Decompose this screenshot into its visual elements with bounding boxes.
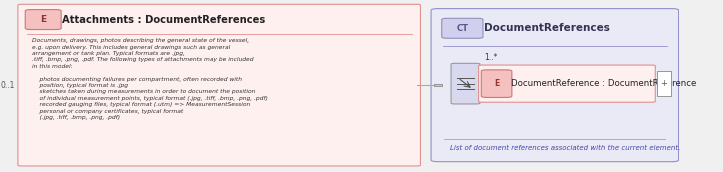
Text: DocumentReferences: DocumentReferences [484,23,610,33]
Text: E: E [494,79,499,88]
FancyBboxPatch shape [479,65,655,102]
FancyBboxPatch shape [482,70,512,97]
Text: CT: CT [456,24,469,33]
FancyBboxPatch shape [18,4,421,166]
Text: DocumentReference : DocumentReference: DocumentReference : DocumentReference [511,79,696,88]
FancyBboxPatch shape [451,63,480,104]
Text: List of document references associated with the current element.: List of document references associated w… [450,145,680,151]
Text: 1..*: 1..* [484,53,498,62]
Text: +: + [661,79,667,88]
FancyBboxPatch shape [25,10,61,30]
FancyBboxPatch shape [442,18,483,38]
Text: Attachments : DocumentReferences: Attachments : DocumentReferences [62,15,266,25]
FancyBboxPatch shape [657,71,671,96]
Bar [434,84,442,86]
Text: Documents, drawings, photos describing the general state of the vessel,
e.g. upo: Documents, drawings, photos describing t… [32,38,268,120]
Text: E: E [40,15,46,24]
FancyBboxPatch shape [431,9,679,162]
Text: 0..1: 0..1 [0,81,14,90]
